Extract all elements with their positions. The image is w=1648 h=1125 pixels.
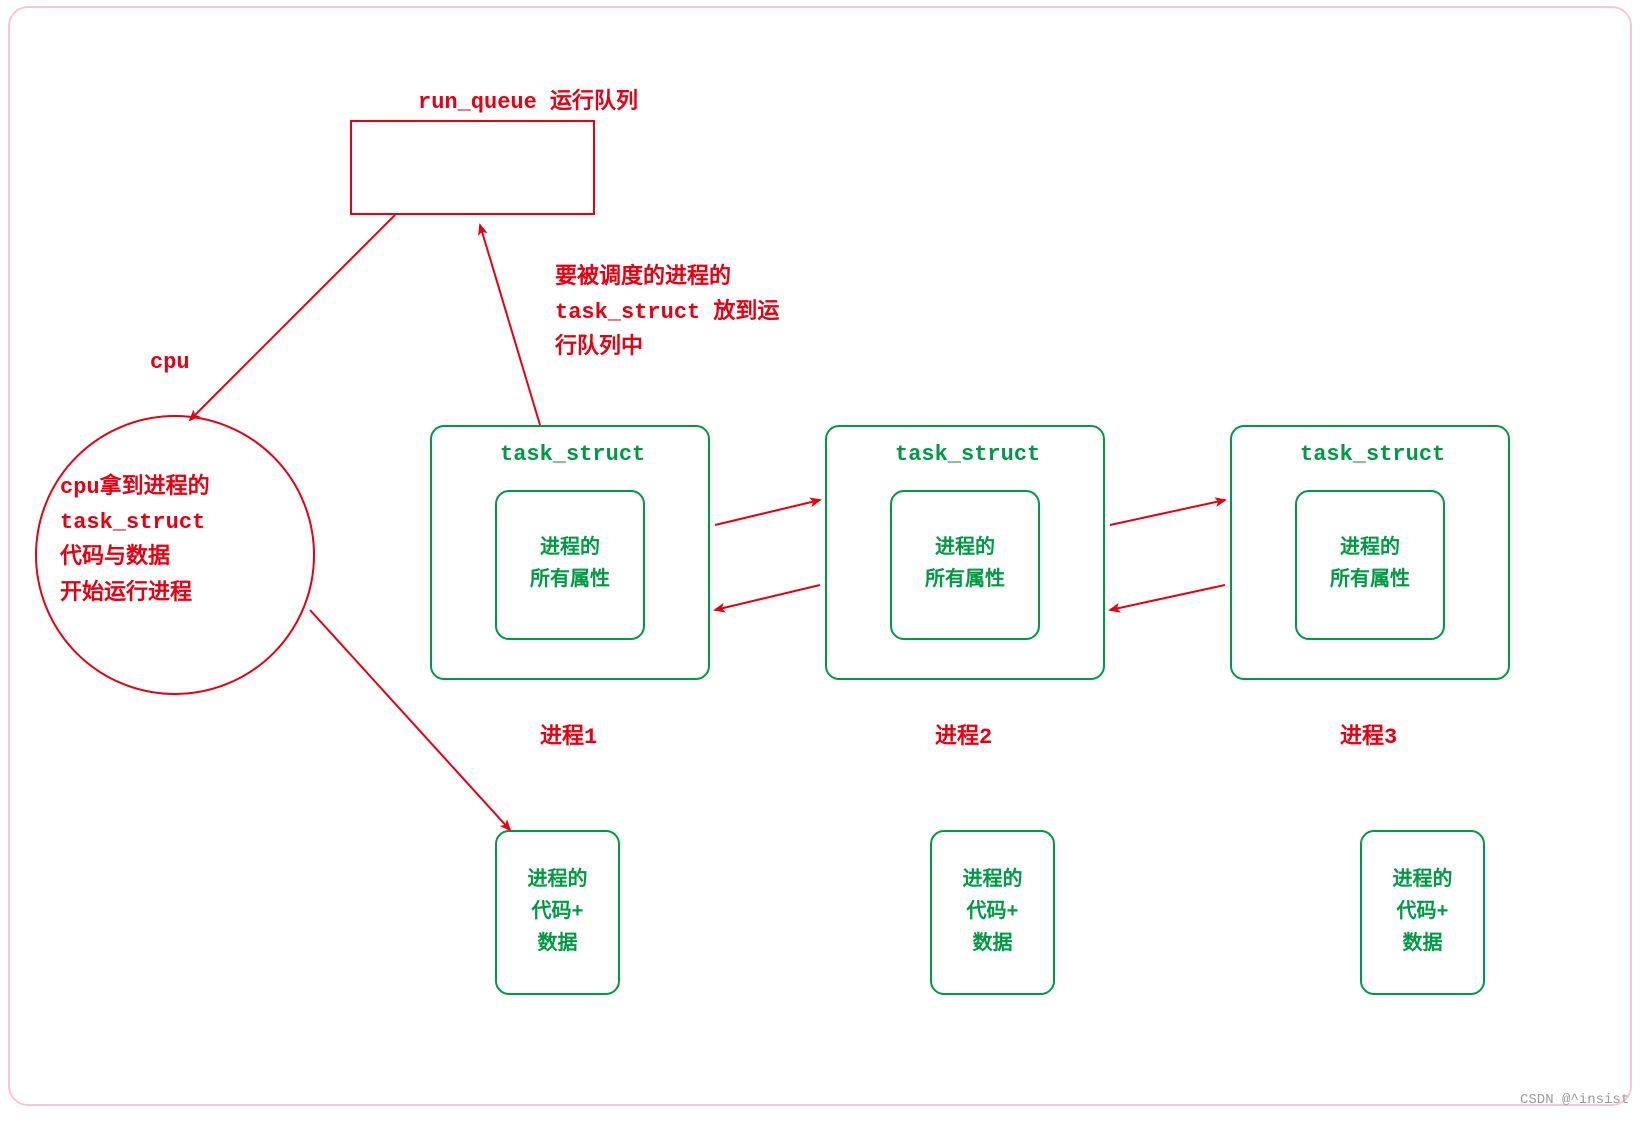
process-data-box-1: 进程的 代码+ 数据 <box>495 830 620 995</box>
cpu-label: cpu <box>150 345 190 380</box>
task-struct-title-1: task_struct <box>500 437 645 472</box>
task-struct-inner-3: 进程的 所有属性 <box>1295 490 1445 640</box>
cpu-text: cpu拿到进程的 task_struct 代码与数据 开始运行进程 <box>60 470 210 611</box>
task-struct-inner-2: 进程的 所有属性 <box>890 490 1040 640</box>
run-queue-title: run_queue 运行队列 <box>418 85 638 120</box>
task-struct-title-2: task_struct <box>895 437 1040 472</box>
schedule-note: 要被调度的进程的 task_struct 放到运 行队列中 <box>555 260 779 366</box>
process-label-1: 进程1 <box>540 720 597 755</box>
process-data-box-2: 进程的 代码+ 数据 <box>930 830 1055 995</box>
task-struct-title-3: task_struct <box>1300 437 1445 472</box>
process-label-2: 进程2 <box>935 720 992 755</box>
process-data-box-3: 进程的 代码+ 数据 <box>1360 830 1485 995</box>
run-queue-box <box>350 120 595 215</box>
task-struct-inner-1: 进程的 所有属性 <box>495 490 645 640</box>
watermark: CSDN @^insist <box>1520 1092 1629 1108</box>
process-label-3: 进程3 <box>1340 720 1397 755</box>
